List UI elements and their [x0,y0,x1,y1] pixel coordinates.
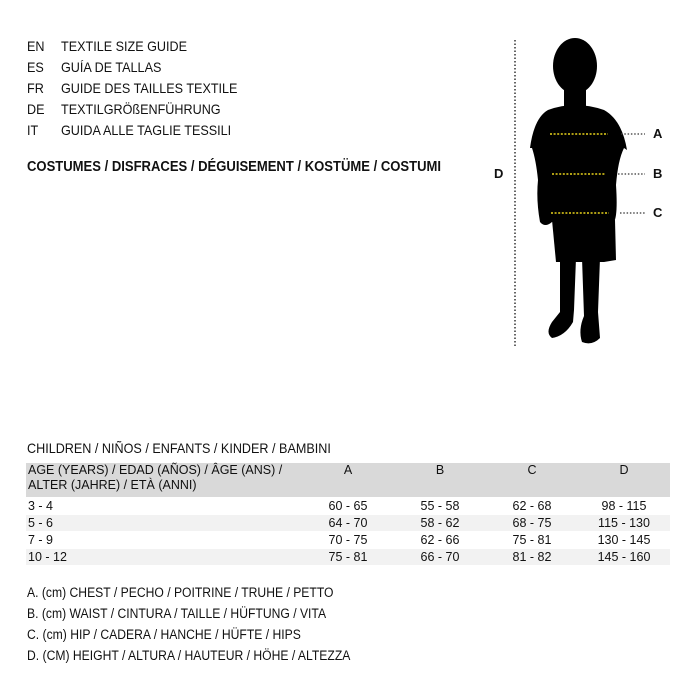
table-row: 10 - 12 75 - 81 66 - 70 81 - 82 145 - 160 [26,548,670,565]
legend-d: D. (CM) HEIGHT / ALTURA / HAUTEUR / HÖHE… [27,648,351,663]
title-es: GUÍA DE TALLAS [61,59,162,75]
title-de: TEXTILGRÖßENFÜHRUNG [61,101,221,117]
header-age-line2: ALTER (JAHRE) / ETÀ (ANNI) [28,478,197,492]
cell-c: 81 - 82 [486,548,578,565]
header-age: AGE (YEARS) / EDAD (AÑOS) / ÂGE (ANS) / A… [26,463,302,498]
cell-a: 64 - 70 [302,514,394,532]
cell-a: 60 - 65 [302,497,394,515]
table-row: 7 - 9 70 - 75 62 - 66 75 - 81 130 - 145 [26,531,670,549]
child-silhouette [530,38,627,344]
lang-code-fr: FR [27,80,44,96]
cell-d: 130 - 145 [578,531,670,549]
legend-c: C. (cm) HIP / CADERA / HANCHE / HÜFTE / … [27,627,301,642]
cell-a: 75 - 81 [302,548,394,565]
table-row: 3 - 4 60 - 65 55 - 58 62 - 68 98 - 115 [26,497,670,515]
cell-c: 68 - 75 [486,514,578,532]
table-row: 5 - 6 64 - 70 58 - 62 68 - 75 115 - 130 [26,514,670,532]
table-caption: CHILDREN / NIÑOS / ENFANTS / KINDER / BA… [27,440,331,456]
cell-b: 55 - 58 [394,497,486,515]
table-header-row: AGE (YEARS) / EDAD (AÑOS) / ÂGE (ANS) / A… [26,463,670,498]
cell-c: 75 - 81 [486,531,578,549]
cell-a: 70 - 75 [302,531,394,549]
cell-d: 115 - 130 [578,514,670,532]
cell-b: 58 - 62 [394,514,486,532]
legend-b: B. (cm) WAIST / CINTURA / TAILLE / HÜFTU… [27,606,327,621]
lang-code-it: IT [27,122,39,138]
header-a: A [302,463,394,498]
label-a: A [653,126,663,141]
label-b: B [653,166,663,181]
header-b: B [394,463,486,498]
category-heading: COSTUMES / DISFRACES / DÉGUISEMENT / KOS… [27,159,441,175]
label-d: D [494,166,504,181]
size-table: AGE (YEARS) / EDAD (AÑOS) / ÂGE (ANS) / A… [26,463,670,565]
cell-age: 5 - 6 [26,514,302,532]
cell-c: 62 - 68 [486,497,578,515]
title-en: TEXTILE SIZE GUIDE [61,38,188,54]
lang-code-en: EN [27,38,45,54]
label-leader-lines [618,133,645,214]
header-c: C [486,463,578,498]
title-fr: GUIDE DES TAILLES TEXTILE [61,80,238,96]
header-age-line1: AGE (YEARS) / EDAD (AÑOS) / ÂGE (ANS) / [28,463,283,477]
cell-age: 3 - 4 [26,497,302,515]
cell-d: 145 - 160 [578,548,670,565]
legend-a: A. (cm) CHEST / PECHO / POITRINE / TRUHE… [27,585,334,600]
header-d: D [578,463,670,498]
cell-age: 7 - 9 [26,531,302,549]
cell-d: 98 - 115 [578,497,670,515]
cell-b: 62 - 66 [394,531,486,549]
lang-code-es: ES [27,59,44,75]
label-c: C [653,205,663,220]
measure-lines [550,133,609,214]
cell-age: 10 - 12 [26,548,302,565]
title-it: GUIDA ALLE TAGLIE TESSILI [61,122,232,138]
cell-b: 66 - 70 [394,548,486,565]
lang-code-de: DE [27,101,45,117]
